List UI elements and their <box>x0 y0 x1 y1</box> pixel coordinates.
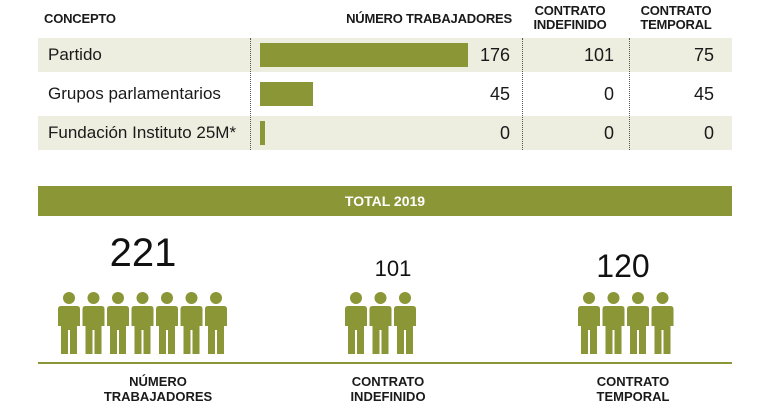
total-temporal-value: 120 <box>596 248 650 284</box>
row-label: Fundación Instituto 25M* <box>48 123 237 142</box>
row-numero: 0 <box>499 123 510 143</box>
person-icon <box>627 292 649 354</box>
header-contrato-temporal: CONTRATO TEMPORAL <box>640 3 712 32</box>
column-divider <box>250 38 251 150</box>
person-icon <box>651 292 674 354</box>
row-temporal: 75 <box>693 45 714 65</box>
people-group-temporal <box>578 292 682 354</box>
person-icon <box>82 292 105 354</box>
column-divider <box>522 38 523 150</box>
table-row: Fundación Instituto 25M* 0 0 0 <box>38 116 732 150</box>
column-divider <box>629 38 630 150</box>
row-temporal: 45 <box>693 84 714 104</box>
table-row: Grupos parlamentarios 45 0 45 <box>38 77 732 111</box>
row-indefinido: 0 <box>603 84 614 104</box>
header-contrato-indefinido: CONTRATO INDEFINIDO <box>533 3 607 32</box>
row-bar <box>260 82 314 106</box>
person-icon <box>394 292 416 354</box>
people-group-indefinido <box>345 292 429 354</box>
person-icon <box>369 292 392 354</box>
row-label: Grupos parlamentarios <box>48 84 221 103</box>
caption-contrato-indefinido: CONTRATO INDEFINIDO <box>350 374 426 404</box>
person-icon <box>156 292 178 354</box>
person-icon <box>58 292 80 354</box>
header-numero-trabajadores: NÚMERO TRABAJADORES <box>346 11 512 26</box>
person-icon <box>205 292 227 354</box>
row-bar <box>260 121 265 145</box>
row-temporal: 0 <box>703 123 714 143</box>
person-icon <box>107 292 129 354</box>
row-indefinido: 101 <box>583 45 614 65</box>
total-title: TOTAL 2019 <box>38 186 732 216</box>
person-icon <box>180 292 203 354</box>
header-concepto: CONCEPTO <box>44 11 116 26</box>
caption-contrato-temporal: CONTRATO TEMPORAL <box>596 374 670 404</box>
total-numero-value: 221 <box>109 231 177 275</box>
person-icon <box>602 292 625 354</box>
person-icon <box>578 292 600 354</box>
people-group-numero <box>58 292 228 354</box>
row-numero: 176 <box>479 45 510 65</box>
row-numero: 45 <box>489 84 510 104</box>
table-row: Partido 176 101 75 <box>38 38 732 72</box>
person-icon <box>345 292 367 354</box>
total-indefinido-value: 101 <box>374 256 412 281</box>
person-icon <box>131 292 154 354</box>
row-indefinido: 0 <box>603 123 614 143</box>
caption-numero-trabajadores: NÚMERO TRABAJADORES <box>103 374 213 404</box>
row-label: Partido <box>48 45 102 64</box>
row-bar <box>260 43 468 67</box>
baseline-divider <box>38 362 732 364</box>
